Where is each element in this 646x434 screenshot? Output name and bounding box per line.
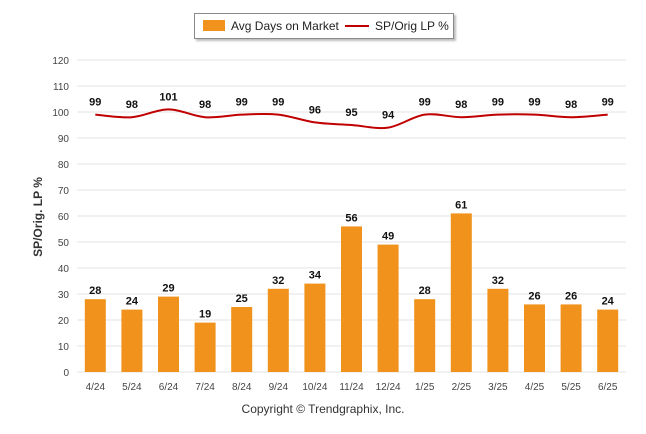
x-tick-label: 2/25 <box>452 382 472 393</box>
y-tick-label: 20 <box>58 316 70 327</box>
bar <box>414 299 436 372</box>
bar-value-label: 29 <box>162 283 174 295</box>
bar-value-label: 34 <box>309 270 322 282</box>
line-path <box>95 108 608 130</box>
y-tick-label: 50 <box>58 238 70 249</box>
y-tick-label: 30 <box>58 290 70 301</box>
bar-data-labels: 28 24 29 19 25 32 34 56 49 28 61 32 26 26 24 <box>89 199 615 320</box>
x-tick-label: 4/25 <box>525 382 545 393</box>
x-tick-label: 7/24 <box>195 382 215 393</box>
y-tick-label: 90 <box>58 134 70 145</box>
line-value-label: 94 <box>382 110 395 122</box>
y-tick-labels: 0 10 20 30 40 50 60 70 80 90 100 110 120 <box>52 56 69 379</box>
y-tick-label: 110 <box>53 82 69 93</box>
x-tick-label: 4/24 <box>86 382 106 393</box>
x-tick-label: 6/25 <box>598 382 618 393</box>
x-tick-label: 10/24 <box>302 382 327 393</box>
bar-value-label: 25 <box>236 293 248 305</box>
bar <box>487 288 509 372</box>
line-value-label: 99 <box>492 97 504 109</box>
bar <box>231 307 253 372</box>
bar <box>158 296 179 372</box>
y-axis-label: SP/Orig. LP % <box>31 177 45 257</box>
bar-value-label: 24 <box>126 296 139 308</box>
bar <box>304 283 326 372</box>
bar <box>450 213 472 372</box>
line-value-label: 95 <box>345 107 357 119</box>
line-value-label: 99 <box>528 97 540 109</box>
bar <box>194 322 216 372</box>
bar <box>341 226 362 372</box>
y-tick-label: 60 <box>58 212 70 223</box>
bar <box>524 304 545 372</box>
x-tick-label: 1/25 <box>415 382 435 393</box>
line-value-label: 98 <box>126 99 138 111</box>
bar-value-label: 61 <box>455 199 467 211</box>
x-tick-label: 8/24 <box>232 382 252 393</box>
x-tick-label: 12/24 <box>376 382 401 393</box>
line-value-label: 99 <box>419 97 431 109</box>
bar-value-label: 26 <box>528 290 540 302</box>
legend-line-label: SP/Orig LP % <box>375 19 449 33</box>
line-value-label: 99 <box>602 97 614 109</box>
legend-line-swatch <box>345 25 369 27</box>
line-value-label: 98 <box>565 99 577 111</box>
bar-value-label: 24 <box>602 296 615 308</box>
bar-value-label: 28 <box>419 285 431 297</box>
y-tick-label: 80 <box>58 160 70 171</box>
x-tick-label: 6/24 <box>159 382 179 393</box>
y-tick-label: 70 <box>58 186 70 197</box>
bar-value-label: 49 <box>382 231 394 243</box>
line-value-label: 99 <box>272 97 284 109</box>
bar-value-label: 56 <box>345 212 357 224</box>
legend-bar-label: Avg Days on Market <box>231 19 339 33</box>
x-tick-labels: 4/24 5/24 6/24 7/24 8/24 9/24 10/24 11/24 12/24 1… <box>86 382 618 393</box>
bar-value-label: 28 <box>89 285 101 297</box>
bar <box>121 309 143 372</box>
line-value-label: 98 <box>455 99 467 111</box>
legend-bar-swatch <box>203 20 225 31</box>
bar <box>377 244 399 372</box>
bar-value-label: 26 <box>565 290 577 302</box>
y-tick-label: 100 <box>52 108 69 119</box>
bar-value-label: 32 <box>272 275 284 287</box>
y-tick-label: 10 <box>58 342 70 353</box>
bar <box>267 288 289 372</box>
line-data-labels: 99 98 101 98 99 99 96 95 94 99 98 99 99 98 99 <box>89 91 614 121</box>
bar <box>597 309 619 372</box>
bar-series <box>84 213 619 372</box>
line-value-label: 98 <box>199 99 211 111</box>
x-tick-label: 5/25 <box>561 382 581 393</box>
line-value-label: 99 <box>236 97 248 109</box>
bar <box>84 299 106 372</box>
x-tick-label: 3/25 <box>488 382 508 393</box>
line-value-label: 99 <box>89 97 101 109</box>
x-tick-label: 9/24 <box>269 382 289 393</box>
bar-value-label: 32 <box>492 275 504 287</box>
copyright-text: Copyright © Trendgraphix, Inc. <box>241 402 405 416</box>
x-tick-label: 11/24 <box>339 382 364 393</box>
y-tick-label: 0 <box>63 368 69 379</box>
legend: Avg Days on Market SP/Orig LP % <box>194 13 454 39</box>
y-tick-label: 120 <box>52 56 69 67</box>
x-tick-label: 5/24 <box>122 382 142 393</box>
line-value-label: 101 <box>159 91 177 103</box>
bar-value-label: 19 <box>199 309 211 321</box>
line-value-label: 96 <box>309 104 321 116</box>
line-series <box>95 108 608 130</box>
y-tick-label: 40 <box>58 264 70 275</box>
bar <box>560 304 582 372</box>
